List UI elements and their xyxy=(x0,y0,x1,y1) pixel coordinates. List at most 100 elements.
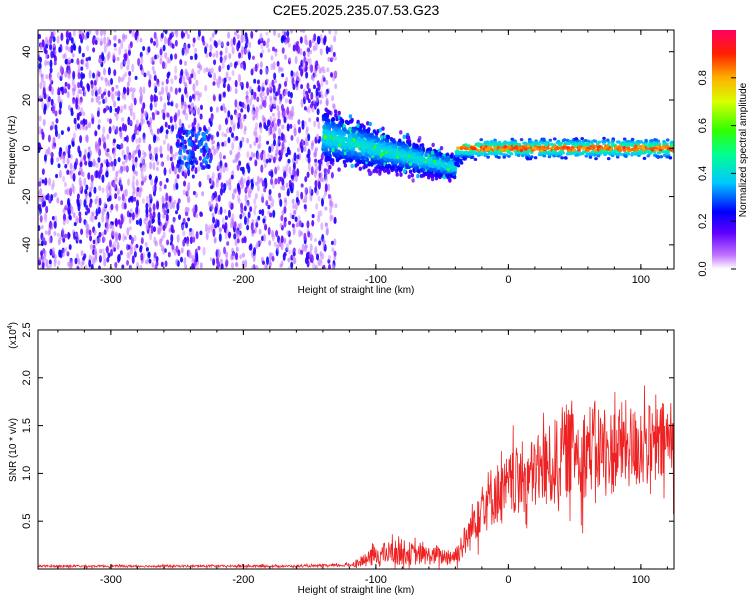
spectrogram-noise-cell xyxy=(257,177,261,186)
spectrogram-noise-cell xyxy=(150,224,154,234)
spectrogram-noise-cell xyxy=(145,247,149,252)
spectrogram-band-cell xyxy=(393,159,397,164)
spectrogram-noise-cell xyxy=(249,156,253,161)
spectrogram-noise-cell xyxy=(131,164,135,172)
spectrogram-band-cell xyxy=(424,152,428,158)
spectrogram-noise-cell xyxy=(283,237,287,243)
spectrogram-noise-cell xyxy=(135,130,139,136)
spectrogram-band-cell xyxy=(444,157,448,162)
spectrogram-noise-cell xyxy=(46,60,50,66)
spectrogram-carrier-cell xyxy=(488,150,493,154)
spectrogram-noise-cell xyxy=(248,41,252,49)
spectrogram-noise-cell xyxy=(98,255,102,263)
spectrogram-noise-cell xyxy=(159,126,163,134)
spectrogram-noise-cell xyxy=(221,62,225,69)
spectrogram-noise-cell xyxy=(121,149,125,157)
spectrogram-noise-cell xyxy=(101,174,105,184)
spectrogram-carrier-cell xyxy=(551,149,556,153)
spectrogram-carrier-cell xyxy=(475,151,479,156)
spectrogram-noise-cell xyxy=(46,148,50,155)
spectrogram-noise-cell xyxy=(67,69,71,79)
spectrogram-noise-cell xyxy=(49,151,53,157)
spectrogram-noise-cell xyxy=(143,151,147,158)
spectrogram-noise-cell xyxy=(262,154,266,164)
spectrogram-band-cell xyxy=(356,123,360,128)
spectrogram-noise-cell xyxy=(106,257,110,263)
spectrogram-carrier-cell xyxy=(583,138,588,143)
spectrogram-noise-cell xyxy=(328,263,332,269)
spectrogram-noise-cell xyxy=(298,126,302,134)
spectrogram-noise-cell xyxy=(127,49,131,56)
spectrogram-noise-cell xyxy=(91,174,95,184)
spectrogram-x-tick-label: -300 xyxy=(100,274,122,286)
spectrogram-noise-cell xyxy=(243,215,247,225)
spectrogram-noise-cell xyxy=(159,238,163,247)
spectrogram-noise-cell xyxy=(80,120,84,125)
spectrogram-noise-cell xyxy=(170,224,174,234)
spectrogram-noise-cell xyxy=(66,216,70,225)
spectrogram-noise-cell xyxy=(50,157,54,166)
spectrogram-carrier-cell xyxy=(618,148,622,152)
spectrogram-noise-cell xyxy=(321,74,325,80)
spectrogram-band-cell xyxy=(363,133,367,138)
spectrogram-noise-cell xyxy=(177,198,181,204)
spectrogram-noise-cell xyxy=(47,134,51,143)
spectrogram-noise-cell xyxy=(148,217,152,227)
spectrogram-carrier-cell xyxy=(665,138,670,142)
spectrogram-noise-cell xyxy=(309,232,313,242)
spectrogram-noise-cell xyxy=(252,253,256,263)
spectrogram-noise-cell xyxy=(280,185,284,191)
spectrogram-band-cell xyxy=(429,157,433,163)
spectrogram-carrier-cell xyxy=(530,143,534,148)
spectrogram-carrier-cell xyxy=(519,148,524,153)
spectrogram-noise-cell xyxy=(177,249,181,257)
spectrogram-noise-cell xyxy=(193,90,197,97)
spectrogram-noise-cell xyxy=(265,78,269,83)
spectrogram-noise-cell xyxy=(305,90,309,95)
spectrogram-noise-cell xyxy=(307,231,311,238)
spectrogram-noise-cell xyxy=(85,61,89,70)
spectrogram-noise-cell xyxy=(126,145,130,155)
spectrogram-noise-cell xyxy=(77,81,81,89)
spectrogram-noise-cell xyxy=(268,145,272,154)
spectrogram-noise-cell xyxy=(246,151,250,158)
spectrogram-noise-cell xyxy=(231,132,235,138)
spectrogram-noise-cell xyxy=(202,165,206,170)
spectrogram-noise-cell xyxy=(194,204,198,213)
spectrogram-noise-cell xyxy=(277,176,281,185)
spectrogram-noise-cell xyxy=(58,169,62,179)
spectrogram-noise-cell xyxy=(231,251,235,261)
spectrogram-noise-cell xyxy=(199,162,203,167)
spectrogram-carrier-cell xyxy=(603,139,607,144)
spectrogram-noise-cell xyxy=(131,212,135,221)
spectrogram-noise-cell xyxy=(167,251,171,258)
spectrogram-noise-cell xyxy=(49,59,53,69)
spectrogram-noise-cell xyxy=(142,136,146,144)
spectrogram-noise-cell xyxy=(121,117,125,122)
spectrogram-noise-cell xyxy=(192,42,196,48)
spectrogram-band-cell xyxy=(382,168,387,173)
spectrogram-band-cell xyxy=(371,134,375,140)
spectrogram-band-cell xyxy=(331,117,336,122)
spectrogram-band-cell xyxy=(435,173,440,178)
spectrogram-noise-cell xyxy=(80,228,84,235)
spectrogram-carrier-cell xyxy=(656,154,660,159)
spectrogram-carrier-cell xyxy=(466,144,471,148)
spectrogram-noise-cell xyxy=(325,45,329,55)
spectrogram-noise-cell xyxy=(115,126,119,135)
spectrogram-noise-cell xyxy=(129,208,133,213)
spectrogram-noise-cell xyxy=(71,140,75,147)
spectrogram-noise-cell xyxy=(39,56,43,63)
spectrogram-noise-cell xyxy=(292,83,296,91)
spectrogram-noise-cell xyxy=(104,96,108,104)
spectrogram-band-cell xyxy=(396,166,400,171)
spectrogram-band-cell xyxy=(422,171,427,176)
spectrogram-noise-cell xyxy=(212,95,216,102)
spectrogram-noise-cell xyxy=(134,75,138,80)
spectrogram-noise-cell xyxy=(176,202,180,211)
spectrogram-band-cell xyxy=(349,158,353,163)
spectrogram-noise-cell xyxy=(52,42,56,48)
spectrogram-noise-cell xyxy=(240,181,244,189)
spectrogram-carrier-cell xyxy=(548,138,553,142)
